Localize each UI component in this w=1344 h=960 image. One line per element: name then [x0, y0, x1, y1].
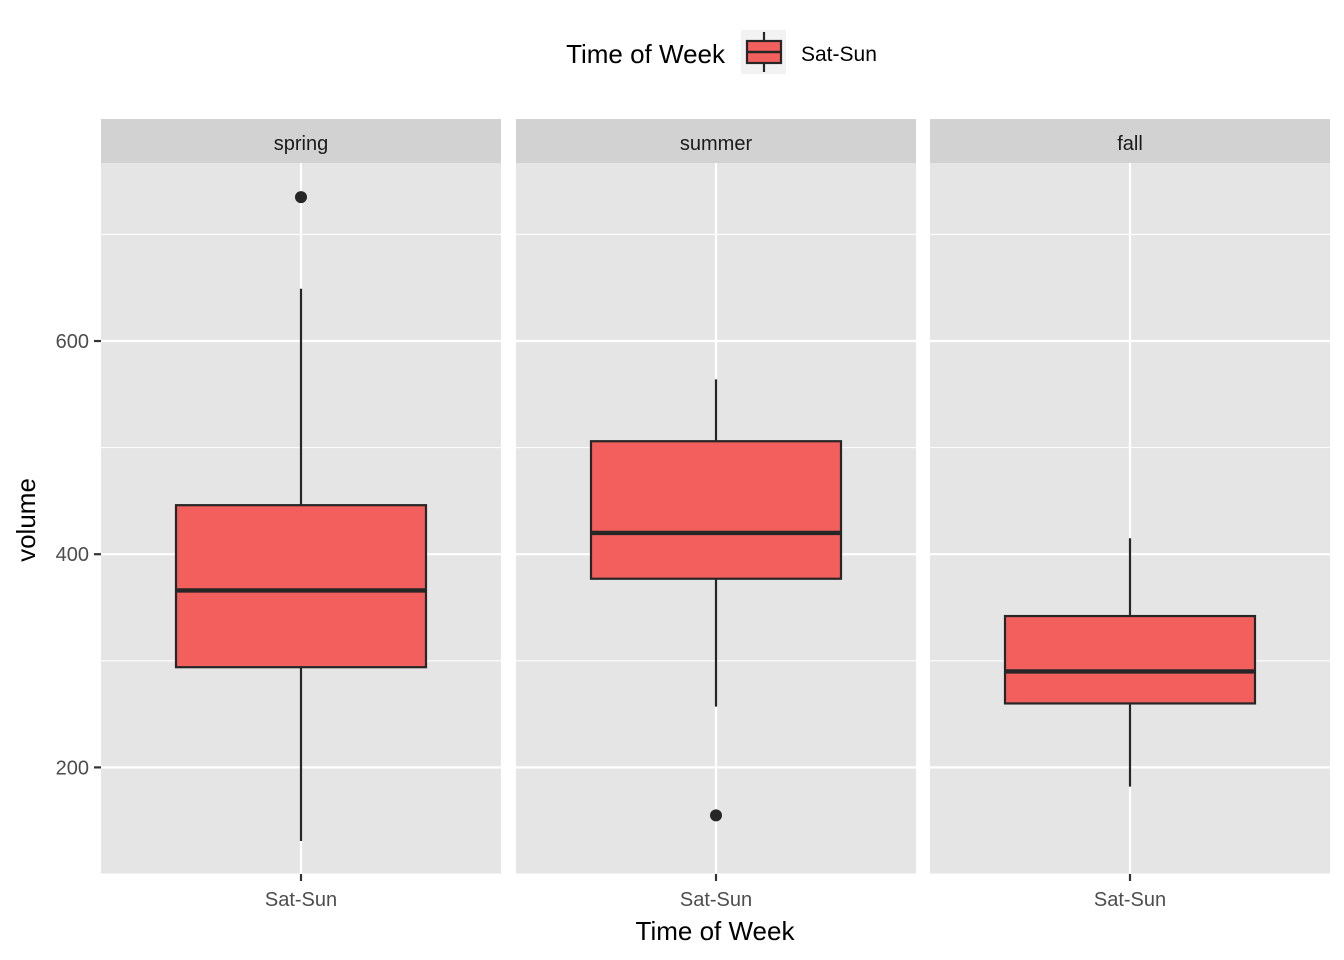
outlier-point [295, 191, 307, 204]
y-axis: 200 400 600 [56, 331, 101, 779]
x-tick-label: Sat-Sun [680, 889, 752, 911]
box [174, 504, 428, 669]
facet-panel-spring: spring Sat-Sun [101, 119, 501, 911]
legend: Time of Week Sat-Sun [566, 30, 877, 74]
facet-strip [516, 119, 916, 163]
facet-strip [101, 119, 501, 163]
facet-strip-label: fall [1117, 133, 1143, 155]
outlier-point [710, 809, 722, 822]
box [589, 440, 843, 580]
legend-title: Time of Week [566, 39, 726, 69]
legend-label: Sat-Sun [801, 43, 877, 66]
x-tick-label: Sat-Sun [265, 889, 337, 911]
box [1003, 614, 1257, 705]
facet-panel-summer: summer Sat-Sun [516, 119, 916, 911]
facet-strip [930, 119, 1330, 163]
x-axis-title: Time of Week [636, 916, 796, 946]
x-tick-label: Sat-Sun [1094, 889, 1166, 911]
y-tick-label: 400 [56, 544, 89, 566]
y-tick-label: 200 [56, 757, 89, 779]
legend-key [741, 30, 786, 74]
facet-strip-label: spring [274, 133, 328, 155]
y-axis-title: volume [11, 478, 41, 562]
facet-panel-fall: fall Sat-Sun [930, 119, 1330, 911]
facet-strip-label: summer [680, 133, 753, 155]
y-tick-label: 600 [56, 331, 89, 353]
facet-panels: spring Sat-Sun summer Sat-Sun fall Sat-Sun [101, 119, 1330, 911]
